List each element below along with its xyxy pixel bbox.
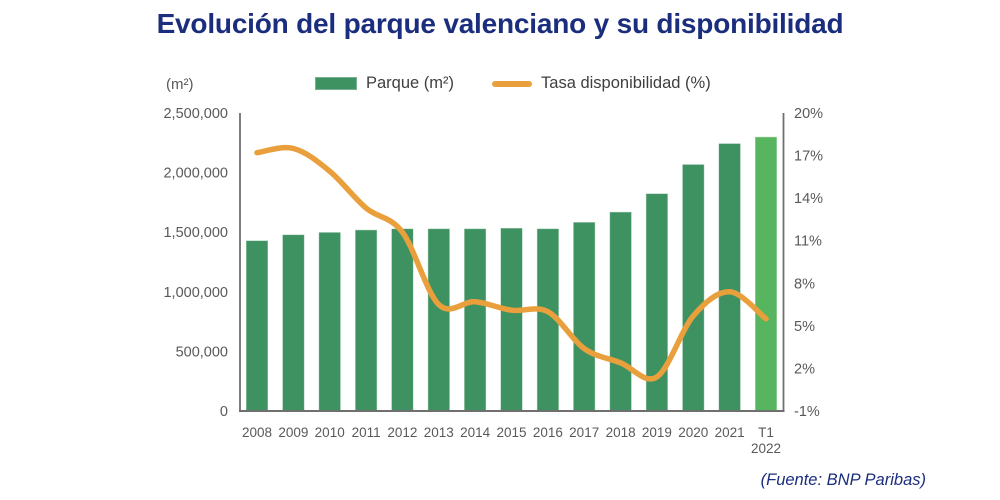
bar-swatch-icon (315, 77, 357, 90)
x-axis-tick-label: 2017 (569, 425, 599, 440)
legend-item-tasa: Tasa disponibilidad (%) (492, 74, 711, 93)
bar-2014 (463, 228, 487, 412)
bar-2009 (281, 234, 305, 412)
x-axis-tick-label: 2010 (315, 425, 345, 440)
x-axis-tick-label: 2021 (715, 425, 745, 440)
bar-2020 (681, 163, 705, 412)
right-axis-tick-label: 11% (794, 234, 822, 250)
right-axis-tick-label: 20% (794, 106, 823, 122)
legend: Parque (m²) Tasa disponibilidad (%) (315, 74, 711, 93)
x-axis-tick-label: 2020 (678, 425, 708, 440)
bar-2017 (572, 221, 596, 412)
x-axis-tick-label: 2016 (533, 425, 563, 440)
legend-label-parque: Parque (m²) (366, 74, 455, 92)
bar-2018 (609, 211, 633, 412)
x-axis-tick-label: T1 2022 (751, 425, 781, 456)
left-axis-tick-label: 2,500,000 (163, 106, 228, 122)
bar-2021 (718, 142, 742, 412)
right-axis-tick-label: -1% (794, 404, 820, 420)
right-axis-tick-label: 2% (794, 361, 815, 377)
bar-2010 (318, 231, 342, 412)
chart-title: Evolución del parque valenciano y su dis… (156, 8, 844, 39)
x-axis-tick-label: 2014 (460, 425, 491, 440)
x-axis-tick-label: 2011 (352, 425, 381, 440)
right-axis-tick-label: 8% (794, 276, 815, 292)
x-axis-tick-label: 2013 (424, 425, 454, 440)
line-swatch-icon (492, 80, 533, 87)
left-axis-unit-label: (m²) (166, 76, 194, 93)
right-axis-tick-label: 14% (794, 191, 823, 207)
bar-t1-2022 (754, 136, 778, 412)
x-axis-tick-label: 2019 (642, 425, 672, 440)
source-note: (Fuente: BNP Paribas) (760, 471, 926, 489)
x-axis-tick-label: 2008 (242, 425, 272, 440)
bar-2011 (354, 229, 378, 412)
x-axis-tick-label: 2015 (496, 425, 526, 440)
bar-2015 (500, 227, 523, 412)
right-axis-tick-label: 17% (794, 149, 823, 165)
bar-2013 (427, 228, 451, 412)
left-axis-tick-label: 500,000 (176, 344, 228, 360)
bar-2012 (390, 228, 414, 412)
bar-2008 (245, 240, 269, 412)
x-axis-tick-label: 2018 (606, 425, 636, 440)
left-axis-tick-label: 1,000,000 (163, 285, 228, 301)
left-axis-tick-label: 2,000,000 (163, 166, 228, 182)
left-axis-tick-label: 0 (220, 404, 228, 420)
disponibilidad-line (254, 145, 769, 382)
legend-item-parque: Parque (m²) (315, 74, 454, 93)
left-axis-tick-label: 1,500,000 (163, 225, 228, 241)
x-axis-tick-label: 2009 (278, 425, 308, 440)
legend-label-tasa: Tasa disponibilidad (%) (541, 74, 711, 92)
right-axis-tick-label: 5% (794, 319, 815, 335)
x-axis-tick-label: 2012 (387, 425, 417, 440)
